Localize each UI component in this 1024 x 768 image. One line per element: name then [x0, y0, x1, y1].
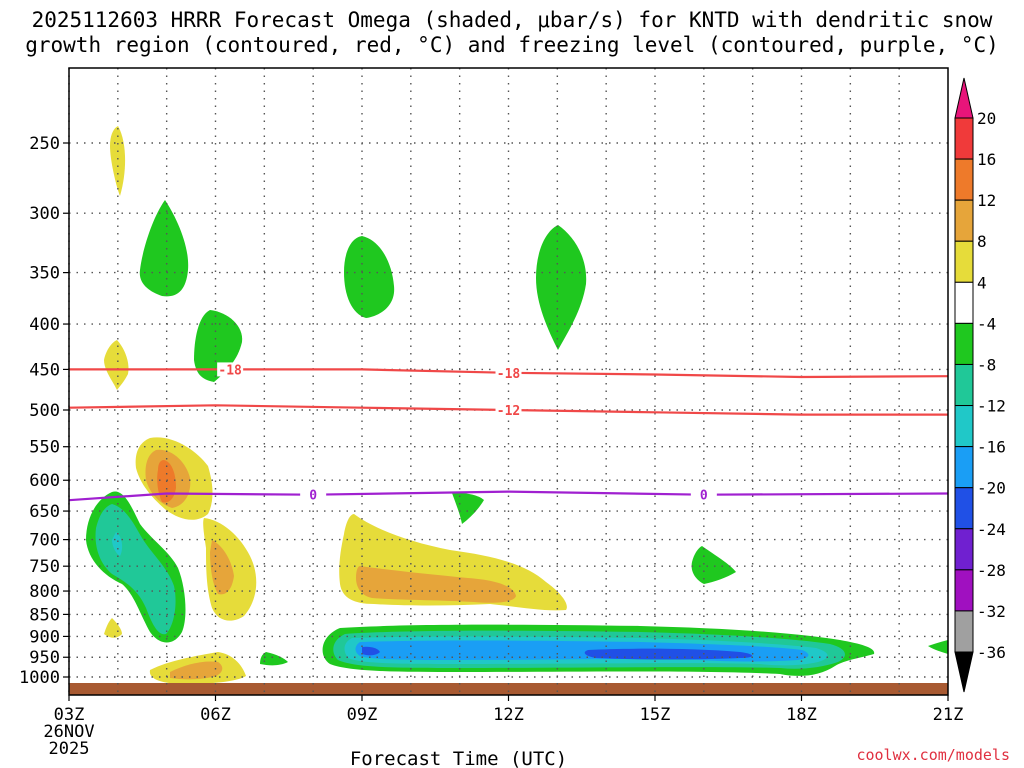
y-tick-label-1000: 1000 — [19, 668, 60, 688]
y-tick-label-800: 800 — [29, 582, 60, 602]
x-tick-label-15Z: 15Z — [640, 705, 671, 725]
contour-label--12-0: -12 — [497, 404, 520, 419]
watermark: coolwx.com/models — [856, 746, 1010, 764]
axes: 2503003504004505005506006507007508008509… — [19, 67, 964, 768]
omega-region-green-760-right — [691, 546, 736, 584]
colorbar-label-1: 16 — [977, 150, 996, 169]
y-tick-label-950: 950 — [29, 648, 60, 668]
contour-label--18-0: -18 — [218, 363, 242, 378]
colorbar-label-2: 12 — [977, 191, 996, 210]
x-axis-title: Forecast Time (UTC) — [350, 748, 567, 768]
omega-region-darkblue-small — [362, 646, 380, 656]
colorbar-label-11: -28 — [977, 561, 1006, 580]
y-tick-label-750: 750 — [29, 557, 60, 577]
y-tick-label-850: 850 — [29, 605, 60, 625]
y-tick-label-300: 300 — [29, 204, 60, 224]
colorbar-label-7: -12 — [977, 397, 1006, 416]
x-tick-label-03Z: 03Z — [54, 705, 85, 725]
y-tick-label-700: 700 — [29, 531, 60, 551]
colorbar-label-3: 8 — [977, 232, 987, 251]
omega-region-orange-750 — [210, 540, 234, 595]
colorbar-bin-0 — [954, 117, 974, 160]
omega-region-yellow-top-left — [110, 126, 126, 196]
x-start-date-1: 2025 — [49, 739, 90, 759]
contour-purple-0 — [68, 490, 949, 502]
omega-region-cyan-left — [112, 532, 123, 556]
colorbar-label-10: -24 — [977, 520, 1006, 539]
colorbar-top-arrow — [954, 77, 974, 119]
colorbar-bin-11 — [954, 569, 974, 612]
colorbar-label-8: -16 — [977, 438, 1006, 457]
contour-label-0-0: 0 — [309, 489, 317, 504]
omega-region-green-upper-right — [536, 225, 587, 350]
y-tick-label-350: 350 — [29, 264, 60, 284]
chart-title-line-2: growth region (contoured, red, °C) and f… — [25, 33, 999, 57]
colorbar-bin-6 — [954, 363, 974, 407]
contour-label-bg--12-0 — [495, 403, 522, 417]
colorbar-bin-3 — [954, 240, 974, 283]
omega-region-green-upper-mid — [344, 236, 395, 318]
x-tick-label-09Z: 09Z — [347, 705, 378, 725]
omega-region-green-945-small — [260, 652, 288, 666]
colorbar-label-9: -20 — [977, 479, 1006, 498]
x-start-date-0: 26NOV — [43, 722, 94, 742]
y-tick-label-250: 250 — [29, 134, 60, 154]
y-tick-label-550: 550 — [29, 438, 60, 458]
y-tick-label-650: 650 — [29, 502, 60, 522]
omega-region-orange-800 — [356, 566, 516, 603]
x-tick-label-12Z: 12Z — [493, 705, 524, 725]
contour-lines: -18 -18 -12 0 0 — [68, 362, 949, 504]
y-tick-label-400: 400 — [29, 315, 60, 335]
omega-region-green-upper-left — [139, 200, 189, 297]
colorbar: 20 16 12 8 4 -4 -8 -12 -16 -20 -24 -28 -32 -36 — [954, 77, 1006, 693]
omega-region-darkblue-band — [584, 648, 752, 660]
omega-region-yellow-880-left — [104, 618, 122, 638]
colorbar-label-13: -36 — [977, 643, 1006, 662]
y-tick-label-900: 900 — [29, 627, 60, 647]
colorbar-bottom-arrow — [954, 651, 974, 693]
colorbar-bin-10 — [954, 528, 974, 571]
contour-label-bg--18-1 — [495, 365, 522, 380]
colorbar-bin-9 — [954, 487, 974, 530]
y-tick-label-450: 450 — [29, 360, 60, 380]
contour-label-bg-0-0 — [300, 487, 327, 502]
omega-region-orange-low-left — [170, 661, 223, 680]
colorbar-bin-1 — [954, 158, 974, 201]
contour-label-bg--18-0 — [217, 362, 244, 377]
omega-region-yellow-450-left — [104, 340, 129, 390]
contour-label--18-1: -18 — [497, 367, 521, 382]
y-tick-label-500: 500 — [29, 401, 60, 421]
colorbar-label-6: -8 — [977, 355, 996, 374]
x-tick-label-06Z: 06Z — [200, 705, 231, 725]
colorbar-bin-12 — [954, 610, 974, 653]
x-tick-label-21Z: 21Z — [933, 705, 964, 725]
contour-label-0-1: 0 — [700, 489, 708, 504]
colorbar-label-4: 4 — [977, 273, 987, 292]
colorbar-label-0: 20 — [977, 109, 996, 128]
ground-layer — [69, 683, 948, 695]
colorbar-bin-2 — [954, 199, 974, 242]
omega-region-green-650-mid — [452, 492, 484, 524]
omega-region-green-925-right — [928, 640, 948, 654]
colorbar-bin-7 — [954, 405, 974, 448]
contour-label-bg-0-1 — [690, 487, 717, 502]
colorbar-bin-5 — [954, 322, 974, 365]
omega-shaded-field — [86, 126, 948, 684]
colorbar-bin-8 — [954, 446, 974, 489]
y-tick-label-600: 600 — [29, 471, 60, 491]
colorbar-bin-4 — [954, 281, 974, 324]
colorbar-label-5: -4 — [977, 314, 996, 333]
chart-title-line-1: 2025112603 HRRR Forecast Omega (shaded, … — [31, 8, 993, 32]
colorbar-label-12: -32 — [977, 602, 1006, 621]
x-tick-label-18Z: 18Z — [786, 705, 817, 725]
